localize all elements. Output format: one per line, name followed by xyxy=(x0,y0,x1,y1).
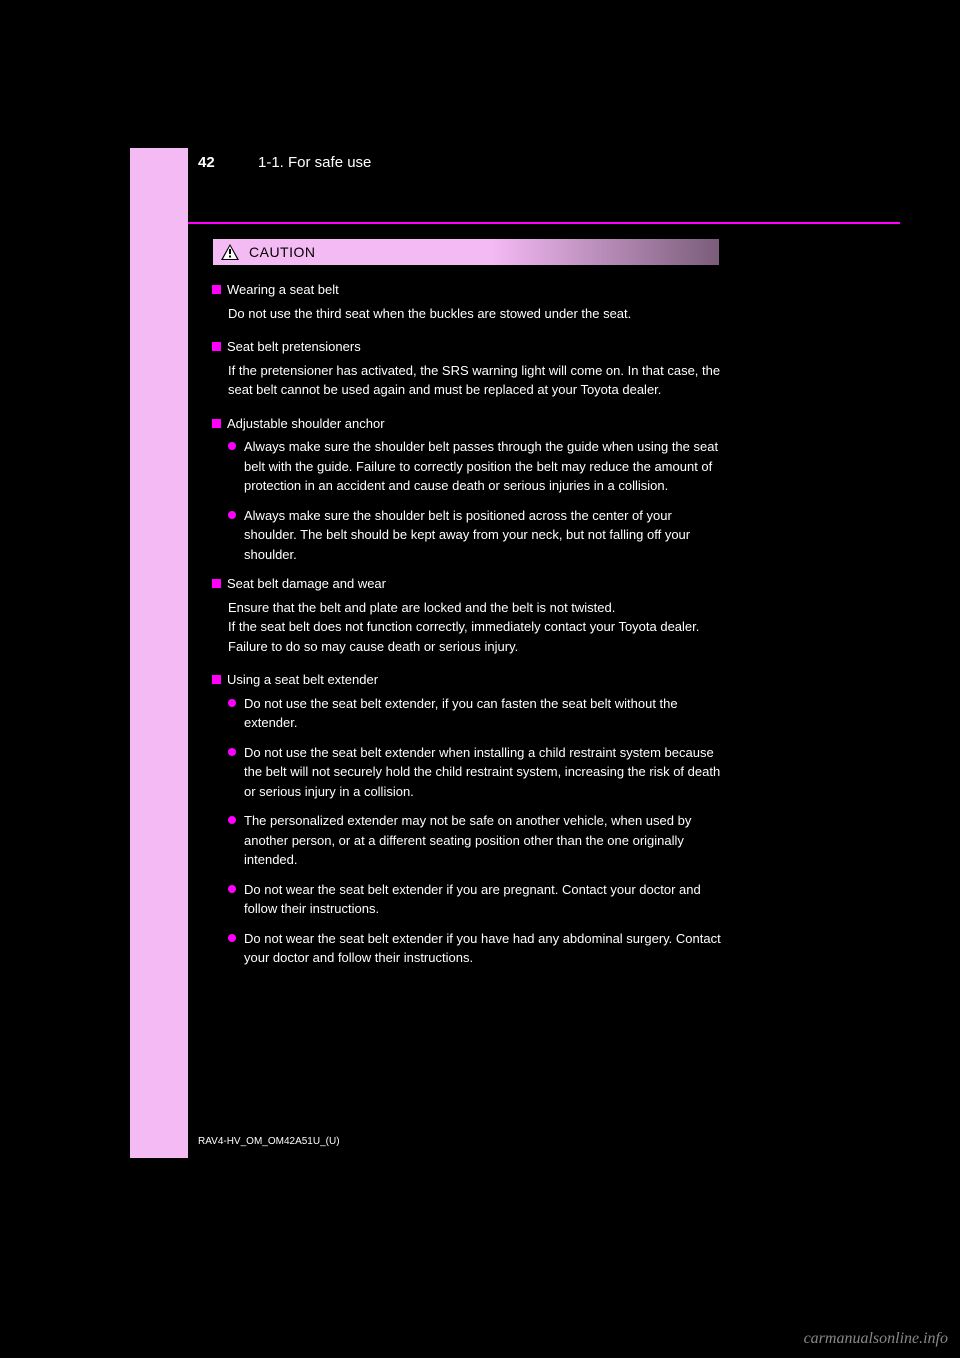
square-bullet-icon xyxy=(212,342,221,351)
dot-bullet-icon xyxy=(228,816,236,824)
bullet-text: Do not wear the seat belt extender if yo… xyxy=(244,880,724,919)
section-heading: Using a seat belt extender xyxy=(212,670,724,690)
section-title: 1-1. For safe use xyxy=(258,154,371,171)
bullet-item: Always make sure the shoulder belt passe… xyxy=(212,437,724,496)
dot-bullet-icon xyxy=(228,934,236,942)
square-bullet-icon xyxy=(212,419,221,428)
bullet-text: Always make sure the shoulder belt passe… xyxy=(244,437,724,496)
section-heading: Wearing a seat belt xyxy=(212,280,724,300)
bullet-text: Always make sure the shoulder belt is po… xyxy=(244,506,724,565)
document-code: RAV4-HV_OM_OM42A51U_(U) xyxy=(198,1136,340,1147)
section-sidebar xyxy=(130,148,188,1158)
dot-bullet-icon xyxy=(228,748,236,756)
bullet-text: Do not use the seat belt extender when i… xyxy=(244,743,724,802)
warning-icon xyxy=(219,243,241,261)
heading-text: Seat belt damage and wear xyxy=(227,576,386,591)
header-rule xyxy=(188,222,900,224)
bullet-item: Always make sure the shoulder belt is po… xyxy=(212,506,724,565)
section-body: Ensure that the belt and plate are locke… xyxy=(228,598,724,657)
section-heading: Seat belt pretensioners xyxy=(212,337,724,357)
page-number: 42 xyxy=(198,154,215,171)
heading-text: Seat belt pretensioners xyxy=(227,339,361,354)
square-bullet-icon xyxy=(212,285,221,294)
manual-page: 42 1-1. For safe use CAUTION Wearing a s… xyxy=(130,148,830,1158)
bullet-text: Do not use the seat belt extender, if yo… xyxy=(244,694,724,733)
bullet-item: Do not wear the seat belt extender if yo… xyxy=(212,880,724,919)
heading-text: Adjustable shoulder anchor xyxy=(227,416,385,431)
heading-text: Wearing a seat belt xyxy=(227,282,339,297)
bullet-item: Do not use the seat belt extender when i… xyxy=(212,743,724,802)
dot-bullet-icon xyxy=(228,885,236,893)
page-content: Wearing a seat belt Do not use the third… xyxy=(212,276,724,978)
square-bullet-icon xyxy=(212,675,221,684)
bullet-text: The personalized extender may not be saf… xyxy=(244,811,724,870)
heading-text: Using a seat belt extender xyxy=(227,672,378,687)
square-bullet-icon xyxy=(212,579,221,588)
caution-label: CAUTION xyxy=(249,244,316,260)
bullet-item: Do not wear the seat belt extender if yo… xyxy=(212,929,724,968)
page-header: 42 1-1. For safe use xyxy=(130,148,830,222)
section-heading: Adjustable shoulder anchor xyxy=(212,414,724,434)
bullet-item: The personalized extender may not be saf… xyxy=(212,811,724,870)
section-heading: Seat belt damage and wear xyxy=(212,574,724,594)
section-body: Do not use the third seat when the buckl… xyxy=(228,304,724,324)
bullet-text: Do not wear the seat belt extender if yo… xyxy=(244,929,724,968)
dot-bullet-icon xyxy=(228,699,236,707)
watermark: carmanualsonline.info xyxy=(804,1330,948,1348)
caution-box: CAUTION xyxy=(212,238,720,266)
dot-bullet-icon xyxy=(228,442,236,450)
bullet-item: Do not use the seat belt extender, if yo… xyxy=(212,694,724,733)
dot-bullet-icon xyxy=(228,511,236,519)
section-body: If the pretensioner has activated, the S… xyxy=(228,361,724,400)
